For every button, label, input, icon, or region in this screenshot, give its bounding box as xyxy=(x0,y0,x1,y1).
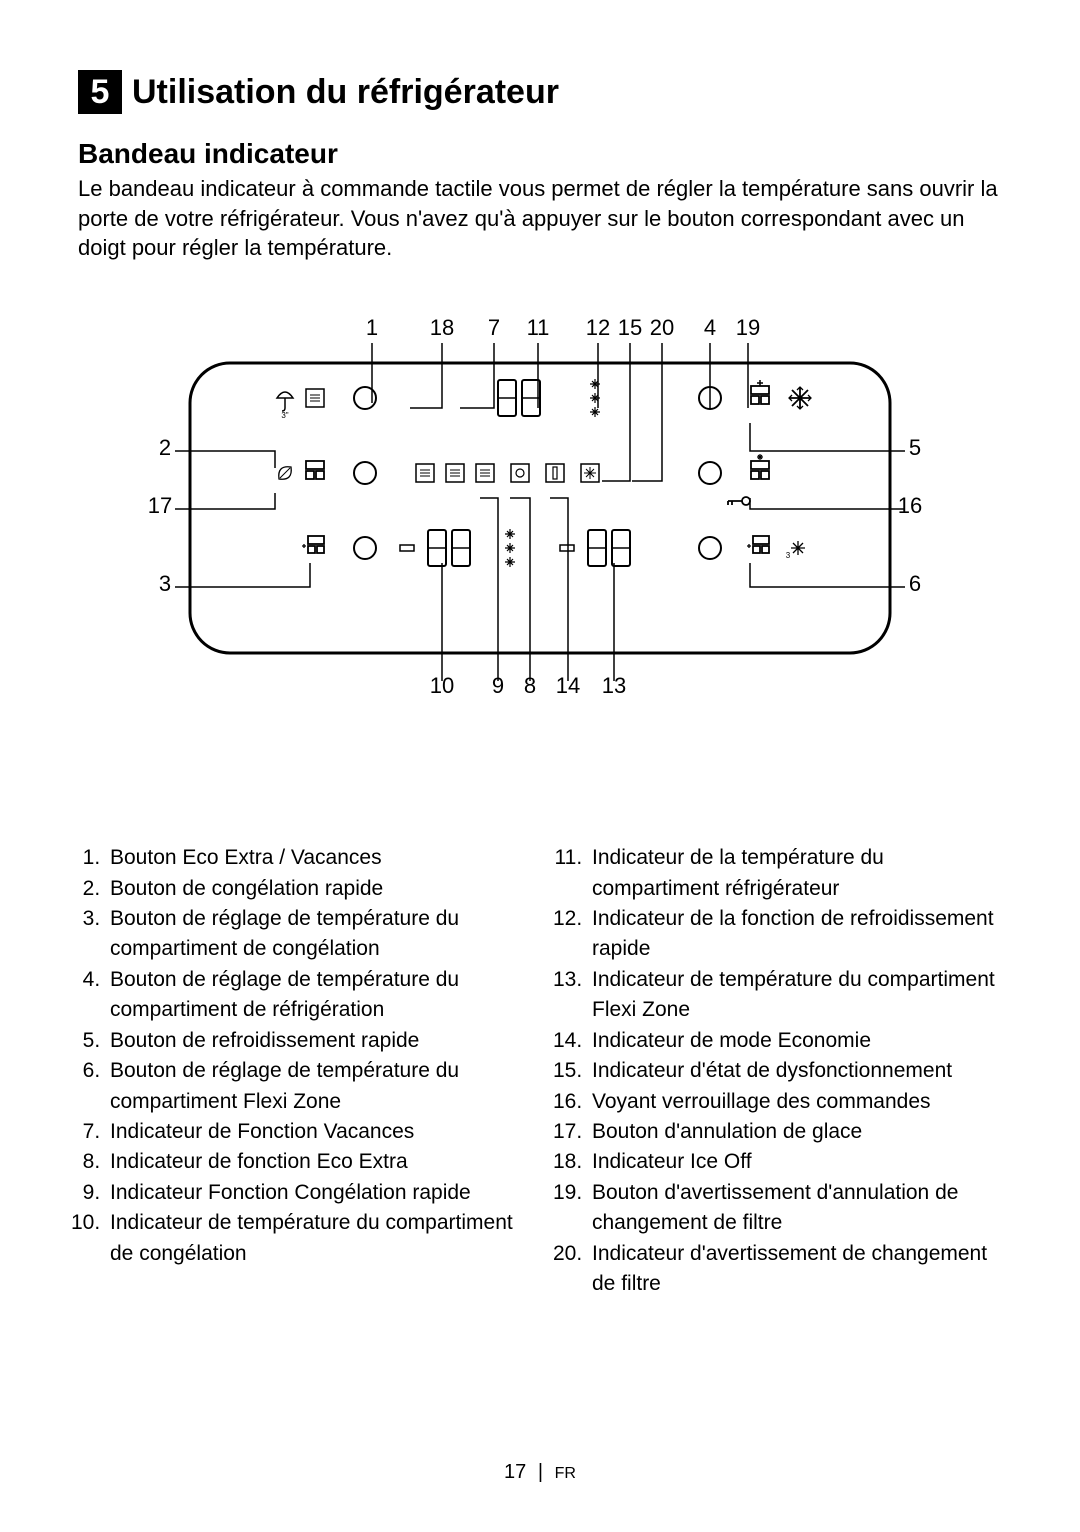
legend-item: Bouton de congélation rapide xyxy=(106,874,520,904)
diagram-svg: 3" 3 1 18 7 11 12 15 20 4 19 2 17 3 5 16 6 10 98 14 13 xyxy=(90,303,990,763)
legend-item: Bouton d'annulation de glace xyxy=(588,1117,1002,1147)
svg-text:14: 14 xyxy=(556,673,580,698)
legend-item: Bouton de réglage de température du comp… xyxy=(106,965,520,1026)
svg-text:7: 7 xyxy=(488,315,500,340)
legend-item: Indicateur de température du compartimen… xyxy=(106,1208,520,1269)
legend-item: Indicateur d'état de dysfonctionnement xyxy=(588,1056,1002,1086)
svg-text:15: 15 xyxy=(618,315,642,340)
legend-item: Bouton de réglage de température du comp… xyxy=(106,1056,520,1117)
svg-text:3: 3 xyxy=(159,571,171,596)
page-footer: 17 | FR xyxy=(0,1461,1080,1484)
svg-text:18: 18 xyxy=(430,315,454,340)
svg-text:20: 20 xyxy=(650,315,674,340)
section-number: 5 xyxy=(78,70,122,114)
panel-diagram: 3" 3 1 18 7 11 12 15 20 4 19 2 17 3 5 16 6 10 98 14 13 xyxy=(78,303,1002,803)
legend-item: Bouton Eco Extra / Vacances xyxy=(106,843,520,873)
svg-text:16: 16 xyxy=(898,493,922,518)
intro-paragraph: Le bandeau indicateur à commande tactile… xyxy=(78,174,1002,263)
svg-text:9: 9 xyxy=(492,673,504,698)
legend-item: Indicateur de température du compartimen… xyxy=(588,965,1002,1026)
page-number: 17 xyxy=(504,1461,526,1483)
svg-text:11: 11 xyxy=(527,315,550,340)
svg-text:6: 6 xyxy=(909,571,921,596)
legend-item: Indicateur de la température du comparti… xyxy=(588,843,1002,904)
svg-text:12: 12 xyxy=(586,315,610,340)
section-title: Utilisation du réfrigérateur xyxy=(132,73,559,112)
svg-text:5: 5 xyxy=(909,435,921,460)
svg-text:19: 19 xyxy=(736,315,760,340)
page-subtitle: Bandeau indicateur xyxy=(78,138,1002,170)
legend-right-col: Indicateur de la température du comparti… xyxy=(560,843,1002,1300)
legend-item: Bouton d'avertissement d'annulation de c… xyxy=(588,1178,1002,1239)
svg-text:1: 1 xyxy=(366,315,378,340)
svg-text:3: 3 xyxy=(786,551,791,560)
legend-item: Indicateur Ice Off xyxy=(588,1147,1002,1177)
page-lang: FR xyxy=(555,1465,576,1482)
legend-item: Indicateur Fonction Congélation rapide xyxy=(106,1178,520,1208)
legend-item: Indicateur de fonction Eco Extra xyxy=(106,1147,520,1177)
svg-text:4: 4 xyxy=(704,315,716,340)
svg-text:8: 8 xyxy=(524,673,536,698)
svg-text:3": 3" xyxy=(281,411,288,420)
legend-item: Indicateur de la fonction de refroidisse… xyxy=(588,904,1002,965)
legend-item: Indicateur d'avertissement de changement… xyxy=(588,1239,1002,1300)
legend-item: Voyant verrouillage des commandes xyxy=(588,1087,1002,1117)
svg-text:17: 17 xyxy=(148,493,172,518)
section-header: 5 Utilisation du réfrigérateur xyxy=(78,70,1002,114)
legend: Bouton Eco Extra / VacancesBouton de con… xyxy=(78,843,1002,1300)
footer-separator: | xyxy=(538,1461,543,1483)
legend-item: Indicateur de Fonction Vacances xyxy=(106,1117,520,1147)
legend-item: Indicateur de mode Economie xyxy=(588,1026,1002,1056)
legend-left-col: Bouton Eco Extra / VacancesBouton de con… xyxy=(78,843,520,1300)
svg-text:13: 13 xyxy=(602,673,626,698)
legend-item: Bouton de réglage de température du comp… xyxy=(106,904,520,965)
legend-item: Bouton de refroidissement rapide xyxy=(106,1026,520,1056)
manual-page: 5 Utilisation du réfrigérateur Bandeau i… xyxy=(0,0,1080,1532)
svg-text:10: 10 xyxy=(430,673,454,698)
svg-text:2: 2 xyxy=(159,435,171,460)
